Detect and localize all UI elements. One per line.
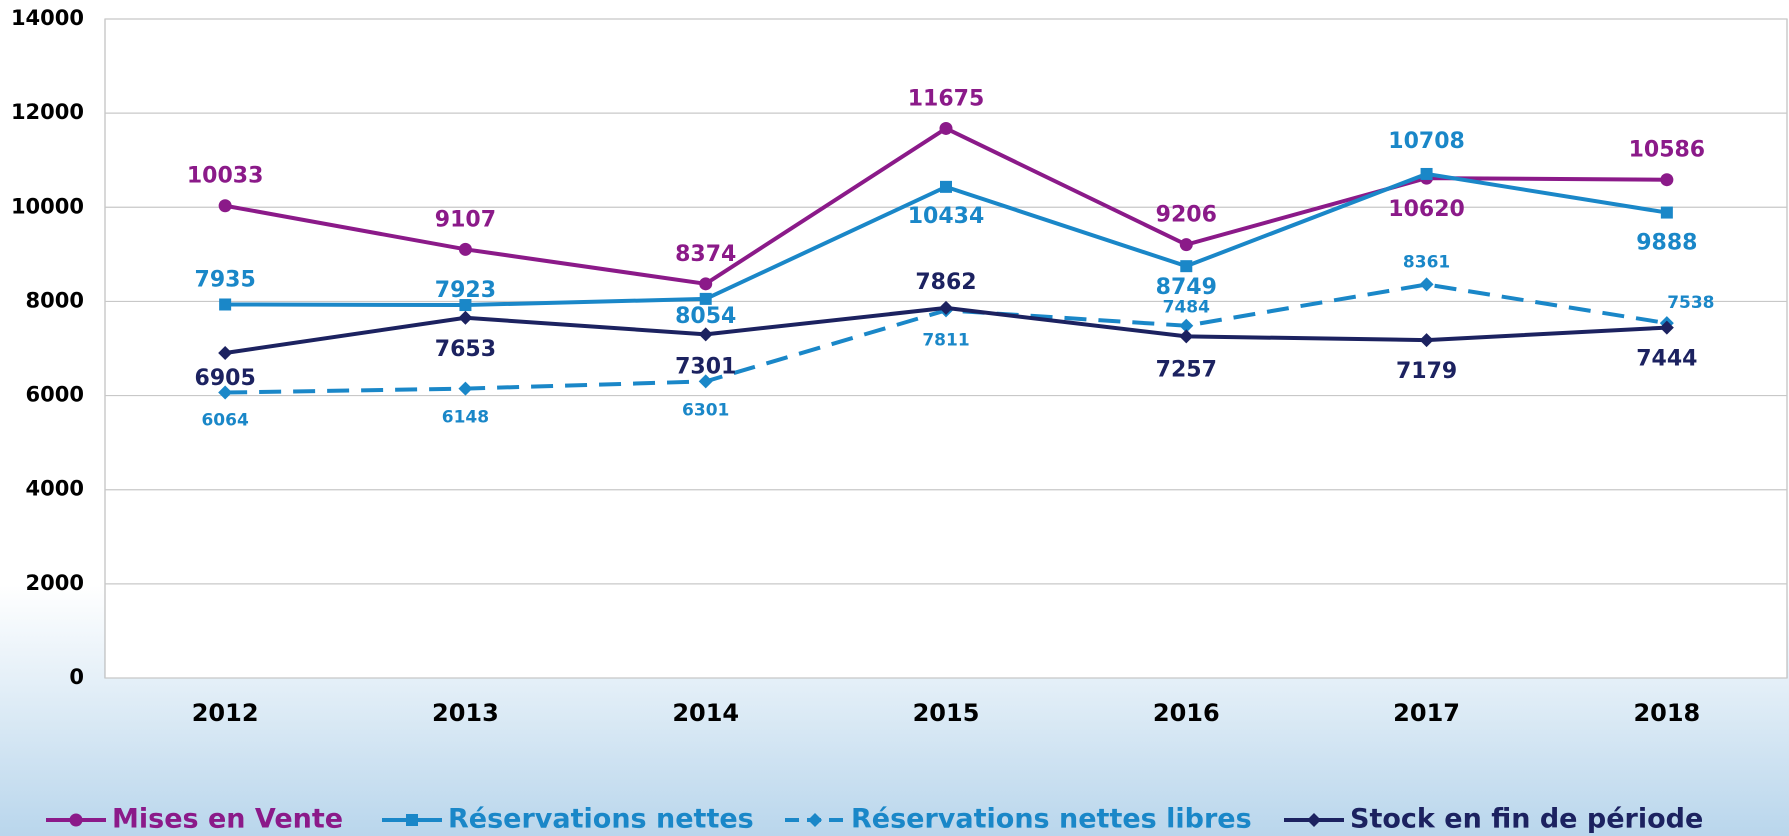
marker — [940, 181, 952, 193]
y-tick-label: 10000 — [11, 194, 84, 218]
legend-label: Stock en fin de période — [1350, 804, 1703, 835]
data-label: 8374 — [675, 242, 736, 267]
marker — [219, 298, 231, 310]
marker — [1661, 207, 1673, 219]
legend-label: Mises en Vente — [112, 804, 343, 835]
data-label: 7484 — [1163, 298, 1210, 318]
data-label: 10620 — [1388, 197, 1465, 222]
x-tick-label: 2013 — [432, 699, 499, 727]
data-label: 7862 — [915, 270, 976, 295]
y-tick-label: 12000 — [11, 100, 84, 124]
data-label: 7538 — [1667, 293, 1714, 313]
x-tick-label: 2015 — [913, 699, 980, 727]
y-tick-label: 8000 — [26, 288, 84, 312]
x-tick-label: 2017 — [1393, 699, 1460, 727]
data-label: 7653 — [435, 337, 496, 362]
y-tick-label: 14000 — [11, 6, 84, 30]
x-tick-label: 2018 — [1633, 699, 1700, 727]
data-label: 7179 — [1396, 359, 1457, 384]
data-label: 10033 — [187, 164, 264, 189]
marker — [1421, 168, 1433, 180]
data-label: 7444 — [1636, 347, 1697, 372]
y-tick-label: 4000 — [26, 477, 84, 501]
legend-label: Réservations nettes libres — [851, 804, 1252, 835]
data-label: 6148 — [442, 408, 489, 428]
data-label: 11675 — [908, 86, 985, 111]
data-label: 7923 — [435, 278, 496, 303]
marker — [70, 814, 83, 827]
data-label: 9206 — [1156, 203, 1217, 228]
data-label: 7257 — [1156, 357, 1217, 382]
y-tick-label: 2000 — [26, 571, 84, 595]
data-label: 9107 — [435, 207, 496, 232]
x-tick-label: 2012 — [192, 699, 259, 727]
data-label: 8361 — [1403, 252, 1450, 272]
legend-label: Réservations nettes — [448, 804, 754, 835]
y-tick-label: 0 — [69, 665, 84, 689]
data-label: 9888 — [1636, 231, 1697, 256]
x-tick-label: 2014 — [672, 699, 739, 727]
data-label: 10708 — [1388, 129, 1465, 154]
legend-item: Réservations nettes libres — [785, 804, 1252, 835]
data-label: 7935 — [195, 267, 256, 292]
marker — [940, 122, 953, 135]
data-label: 10586 — [1629, 138, 1706, 163]
y-tick-label: 6000 — [26, 383, 84, 407]
data-label: 6905 — [195, 366, 256, 391]
data-label: 7811 — [922, 330, 969, 350]
marker — [699, 277, 712, 290]
x-tick-label: 2016 — [1153, 699, 1220, 727]
data-label: 8054 — [675, 304, 736, 329]
data-label: 8749 — [1156, 275, 1217, 300]
marker — [406, 814, 418, 826]
data-label: 6301 — [682, 400, 729, 420]
marker — [459, 243, 472, 256]
data-label: 6064 — [201, 411, 248, 431]
marker — [1660, 173, 1673, 186]
marker — [1180, 238, 1193, 251]
marker — [1180, 260, 1192, 272]
data-label: 7301 — [675, 354, 736, 379]
marker — [219, 199, 232, 212]
data-label: 10434 — [908, 204, 985, 229]
chart: 0 2000 4000 6000 8000 10000 12000 14000 2012 2013… — [0, 0, 1789, 836]
